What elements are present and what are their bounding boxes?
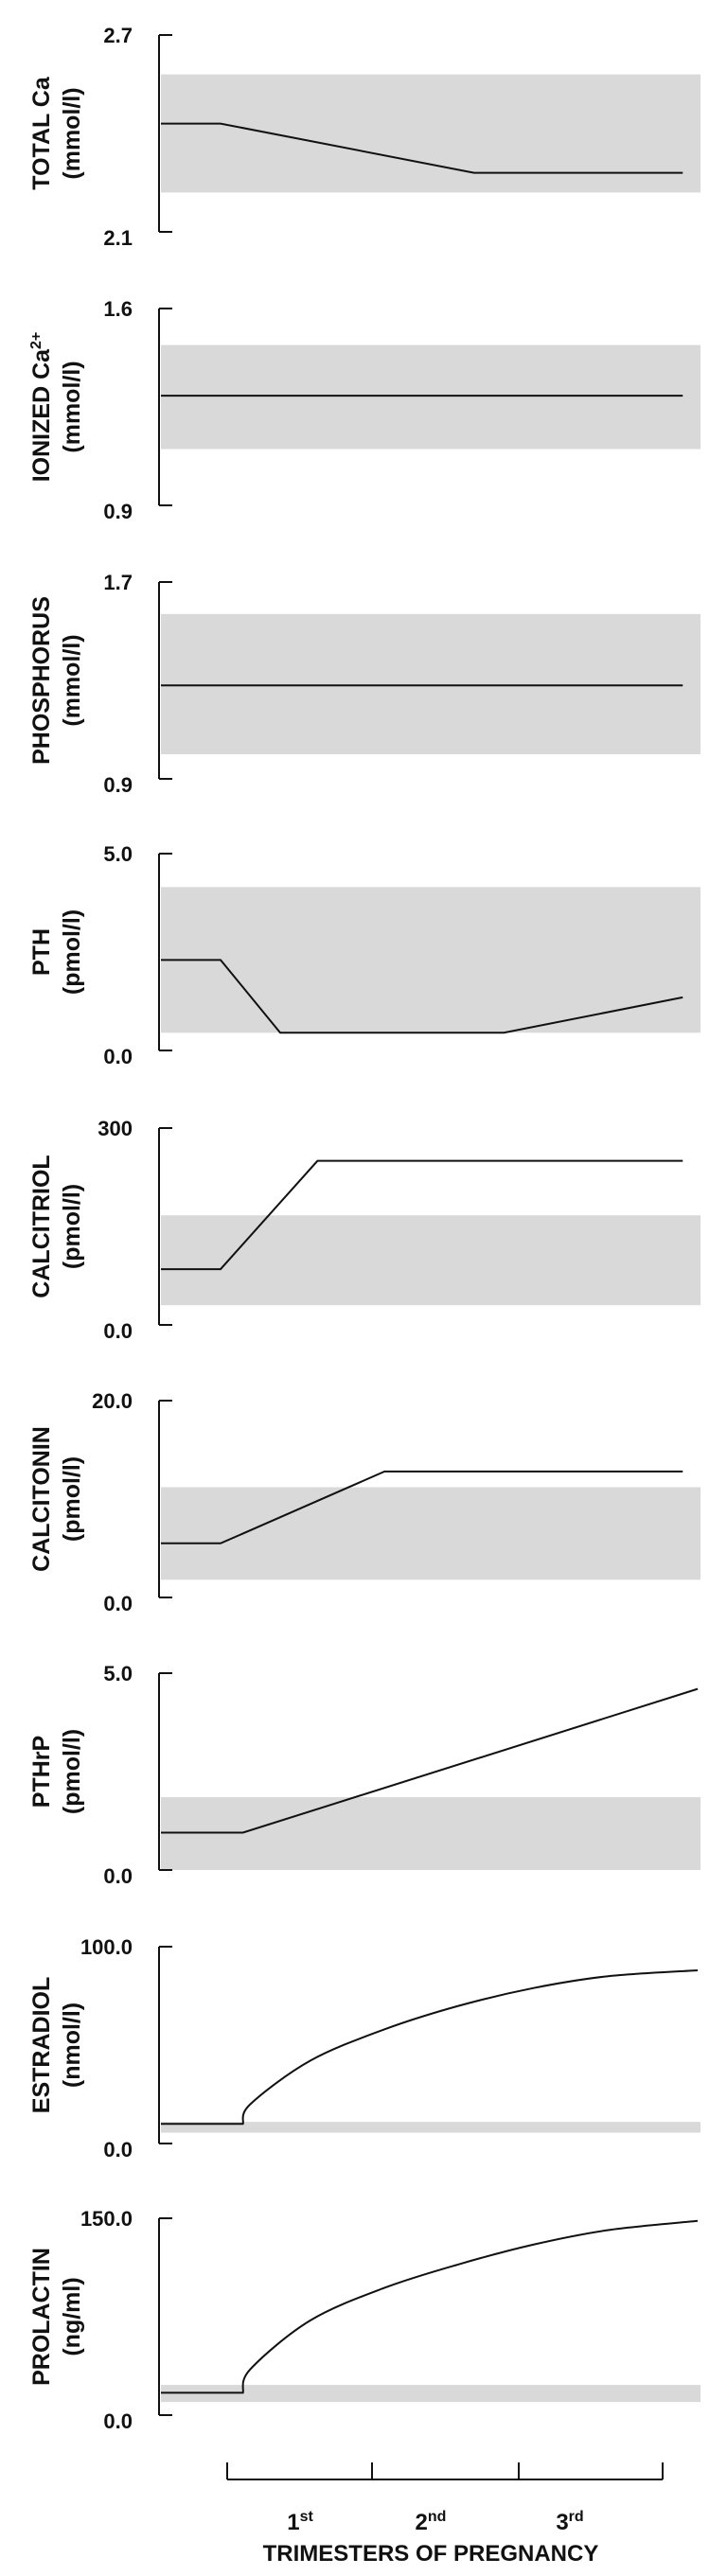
normal-range-band (161, 613, 700, 754)
y-max-label: 100.0 (80, 1935, 133, 1959)
panel-2: 1.7 0.9 PHOSPHORUS (mmol/l) (28, 571, 700, 797)
y-min-label: 0.0 (103, 2138, 133, 2161)
y-min-label: 0.0 (103, 2409, 133, 2433)
panel-4: 300 0.0 CALCITRIOL (pmol/l) (28, 1117, 700, 1343)
x-tick-superscript: st (300, 2509, 314, 2525)
y-min-label: 0.0 (103, 1319, 133, 1343)
panel-title-text: PROLACTIN (28, 2248, 55, 2386)
x-tick-superscript: nd (428, 2509, 447, 2525)
series-line (161, 122, 683, 174)
panel-title-text: PTHrP (28, 1736, 55, 1808)
y-max-label: 300 (98, 1117, 133, 1140)
panel-title-text: ESTRADIOL (28, 1977, 55, 2113)
panel-7: 100.0 0.0 ESTRADIOL (nmol/l) (28, 1935, 700, 2161)
panel-unit: (mmol/l) (59, 87, 85, 179)
series-line (161, 2219, 699, 2394)
x-tick-number: 3 (556, 2510, 568, 2535)
panel-title: PROLACTIN (28, 2248, 55, 2386)
normal-range-band (161, 887, 700, 1033)
panel-unit: (mmol/l) (59, 361, 85, 452)
series-line (161, 1470, 683, 1544)
y-max-label: 150.0 (80, 2207, 133, 2231)
panel-8: 150.0 0.0 PROLACTIN (ng/ml) (28, 2207, 700, 2433)
panel-3: 5.0 0.0 PTH (pmol/l) (28, 842, 700, 1068)
panel-title-text: PTH (28, 928, 55, 976)
x-axis: 1st 2nd 3rd TRIMESTERS OF PREGNANCY (226, 2462, 664, 2567)
panel-title-text: IONIZED Ca (28, 348, 55, 482)
y-min-label: 0.9 (103, 773, 133, 797)
y-min-label: 0.0 (103, 1864, 133, 1888)
panel-6: 5.0 0.0 PTHrP (pmol/l) (28, 1662, 700, 1888)
panel-title-text: CALCITONIN (28, 1426, 55, 1572)
panel-title-text: PHOSPHORUS (28, 596, 55, 765)
panel-title: CALCITRIOL (28, 1155, 55, 1297)
y-min-label: 0.9 (103, 500, 133, 523)
x-tick-label: 3rd (556, 2509, 583, 2535)
panel-5: 20.0 0.0 CALCITONIN (pmol/l) (28, 1389, 700, 1615)
series-line (161, 959, 683, 1034)
panel-title-text: CALCITRIOL (28, 1155, 55, 1297)
panel-title: PTHrP (28, 1736, 55, 1808)
normal-range-band (161, 1215, 700, 1306)
panel-title: TOTAL Ca (28, 76, 55, 190)
series-line (161, 1968, 699, 2126)
y-min-label: 0.0 (103, 1045, 133, 1068)
panel-title-superscript: 2+ (28, 332, 44, 349)
panel-title: IONIZED Ca2+ (28, 332, 55, 483)
series-line (161, 1687, 699, 1834)
y-max-label: 2.7 (103, 24, 133, 47)
x-tick-number: 1 (287, 2510, 299, 2535)
x-axis-title: TRIMESTERS OF PREGNANCY (263, 2541, 599, 2567)
panel-unit: (ng/ml) (59, 2277, 85, 2355)
x-tick-label: 2nd (416, 2509, 447, 2535)
panel-unit: (nmol/l) (59, 2003, 85, 2088)
panel-unit: (pmol/l) (59, 1456, 85, 1542)
panel-unit: (pmol/l) (59, 1184, 85, 1269)
panel-title: PHOSPHORUS (28, 596, 55, 765)
y-max-label: 5.0 (103, 1662, 133, 1685)
y-max-label: 1.6 (103, 297, 133, 321)
normal-range-band (161, 1797, 700, 1870)
x-tick-number: 2 (416, 2510, 428, 2535)
normal-range-band (161, 1487, 700, 1580)
panel-0: 2.7 2.1 TOTAL Ca (mmol/l) (28, 24, 700, 250)
normal-range-band (161, 74, 700, 193)
y-max-label: 1.7 (103, 571, 133, 594)
series-line (161, 1159, 683, 1271)
x-tick-label: 1st (287, 2509, 313, 2535)
panel-unit: (mmol/l) (59, 634, 85, 726)
y-max-label: 20.0 (92, 1389, 133, 1413)
normal-range-band (161, 2122, 700, 2133)
x-tick-superscript: rd (569, 2509, 584, 2525)
panel-title: CALCITONIN (28, 1426, 55, 1572)
normal-range-band (161, 344, 700, 450)
y-max-label: 5.0 (103, 842, 133, 866)
y-min-label: 0.0 (103, 1592, 133, 1615)
panel-unit: (pmol/l) (59, 1729, 85, 1814)
panel-title: PTH (28, 928, 55, 976)
panel-unit: (pmol/l) (59, 909, 85, 995)
normal-range-band (161, 2385, 700, 2403)
y-min-label: 2.1 (103, 226, 133, 250)
panel-title-text: TOTAL Ca (28, 76, 55, 190)
panel-title: ESTRADIOL (28, 1977, 55, 2113)
